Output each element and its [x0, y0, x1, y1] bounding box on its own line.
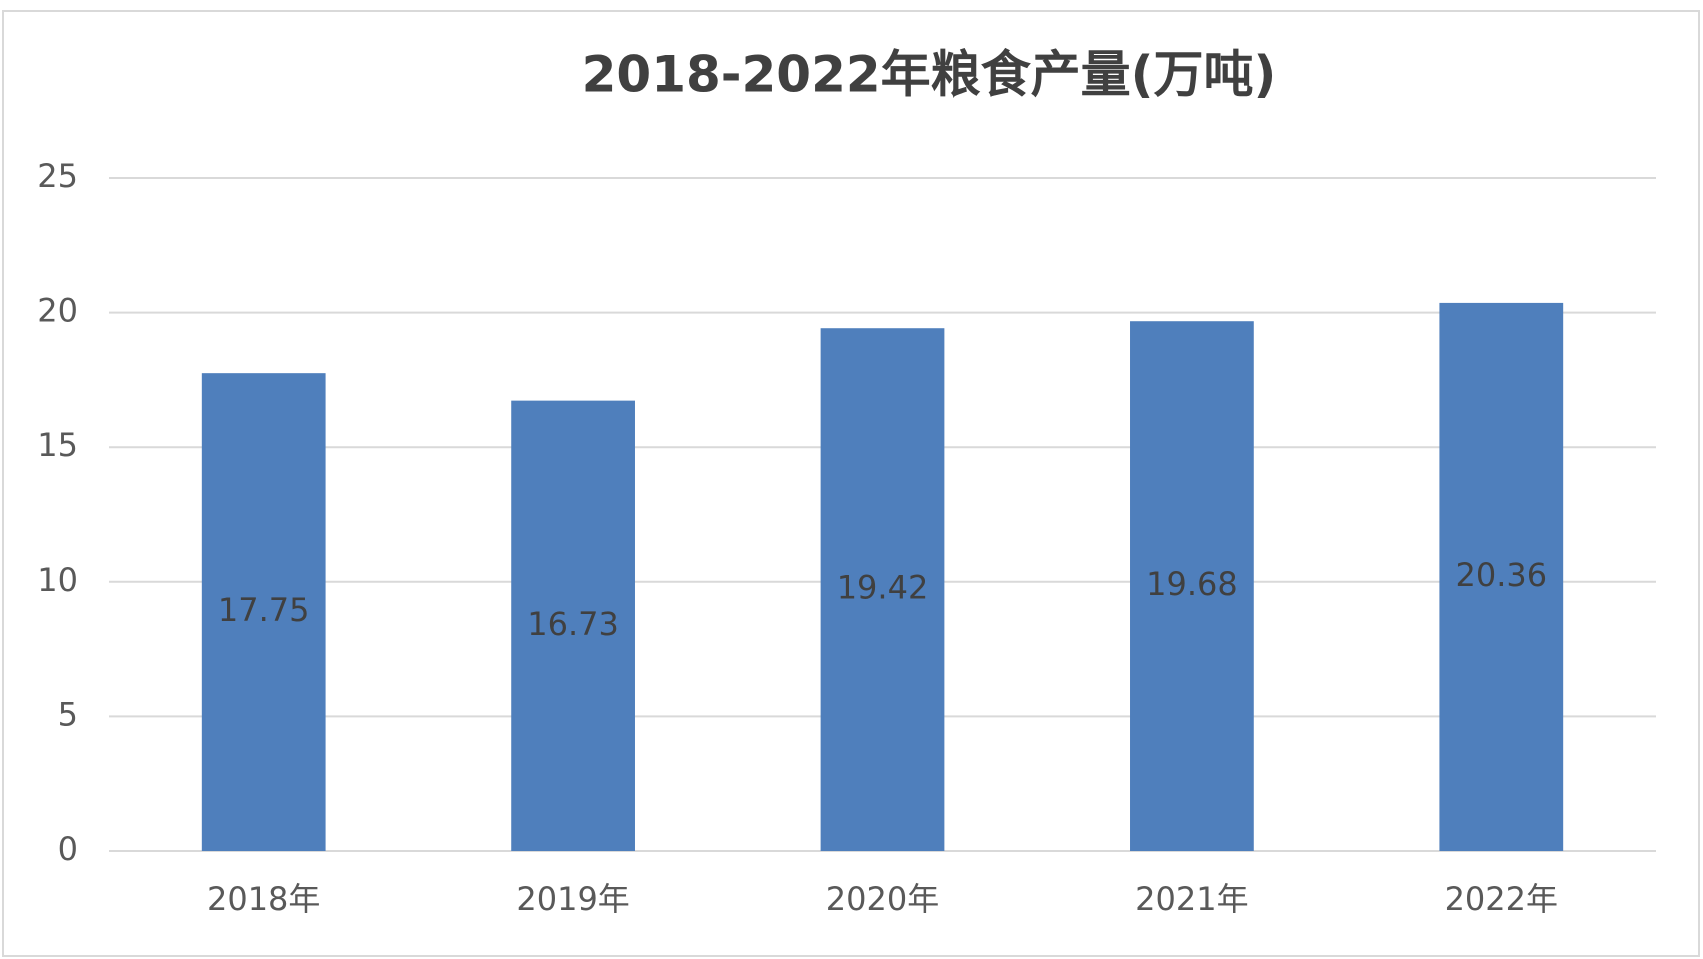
y-tick-label: 20: [37, 292, 78, 330]
y-tick-label: 0: [58, 830, 78, 868]
bar: [1130, 321, 1254, 852]
x-tick-label: 2018年: [207, 880, 320, 918]
bar: [511, 400, 635, 851]
value-label: 17.75: [218, 591, 310, 629]
bar: [820, 328, 945, 851]
value-label: 19.68: [1146, 565, 1238, 603]
y-tick-label: 5: [58, 695, 78, 733]
y-tick-label: 10: [37, 561, 78, 599]
x-tick-label: 2021年: [1135, 880, 1248, 918]
chart-title: 2018-2022年粮食产量(万吨): [582, 46, 1277, 104]
bar: [1439, 302, 1564, 851]
bar: [201, 373, 326, 851]
value-label: 20.36: [1455, 556, 1547, 594]
value-label: 16.73: [527, 605, 619, 643]
y-tick-label: 15: [37, 426, 78, 464]
x-tick-label: 2019年: [516, 880, 629, 918]
x-tick-label: 2022年: [1445, 880, 1558, 918]
value-label: 19.42: [837, 569, 929, 607]
y-tick-label: 25: [37, 157, 78, 195]
x-tick-label: 2020年: [826, 880, 939, 918]
